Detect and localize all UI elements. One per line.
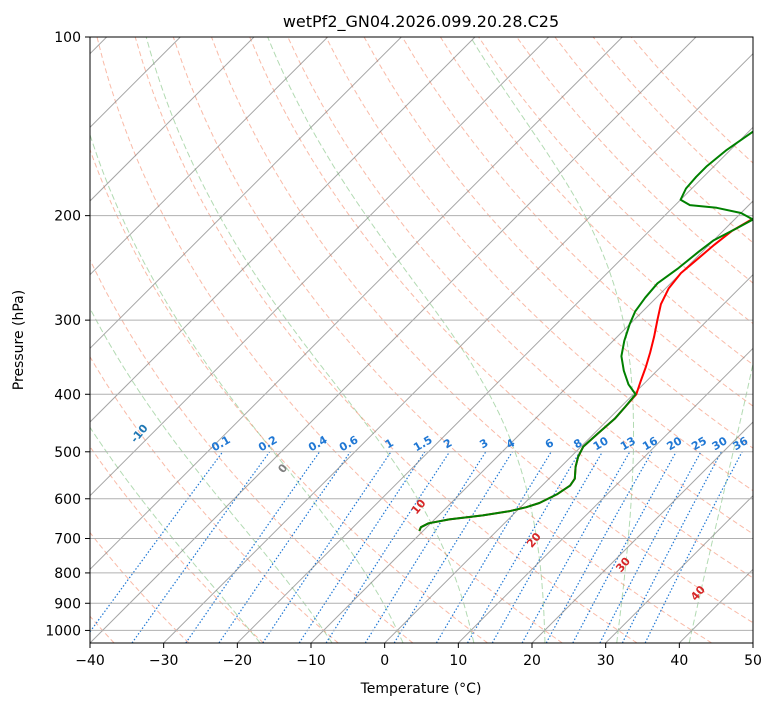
mixing-ratio-line — [131, 451, 271, 643]
mixing-ratio-line — [90, 451, 224, 633]
y-tick-label: 400 — [54, 387, 81, 403]
y-tick-label: 1000 — [45, 623, 81, 639]
x-axis: −40 −30 −20 −10 0 10 20 30 40 50 — [75, 643, 762, 669]
y-tick-label: 900 — [54, 596, 81, 612]
dry-adiabat-line — [172, 37, 712, 643]
x-tick-label: −30 — [149, 653, 179, 669]
dry-adiabat-line — [134, 37, 638, 643]
dry-adiabat-line — [325, 37, 753, 492]
y-axis: 1000 900 800 700 600 500 400 300 200 100 — [45, 30, 90, 639]
y-tick-label: 300 — [54, 313, 81, 329]
isotherm-line — [384, 273, 753, 643]
x-tick-label: 40 — [670, 653, 688, 669]
dry-adiabat-line — [90, 355, 339, 643]
isotherm-line — [90, 37, 255, 202]
mixing-ratio-line — [599, 451, 702, 643]
isotherm-line — [90, 37, 402, 350]
mixing-ratio-line — [325, 451, 451, 643]
moist-adiabat-line — [470, 37, 634, 643]
mixing-ratio-lines — [90, 451, 743, 643]
y-tick-label: 500 — [54, 445, 81, 461]
y-tick-label: 800 — [54, 566, 81, 582]
dry-adiabat-line — [401, 37, 753, 407]
isotherm-line — [531, 421, 753, 643]
moist-adiabat-line — [90, 133, 404, 643]
mixing-ratio-line — [393, 451, 513, 643]
x-axis-title: Temperature (°C) — [360, 681, 482, 697]
isotherm-line — [457, 347, 753, 643]
chart-title: wetPf2_GN04.2026.099.20.28.C25 — [283, 12, 559, 32]
isotherm-line — [90, 37, 697, 643]
mixing-ratio-line — [185, 451, 321, 643]
mixing-ratio-line — [218, 451, 351, 643]
mixing-ratio-line — [435, 451, 552, 643]
mixing-ratio-line — [262, 451, 392, 643]
dry-adiabat-line — [211, 37, 753, 624]
mixing-ratio-line — [521, 451, 631, 643]
x-tick-label: −20 — [223, 653, 253, 669]
mixing-ratio-line — [621, 451, 722, 643]
moist-adiabat-line — [267, 37, 546, 643]
x-tick-label: 30 — [597, 653, 615, 669]
y-tick-label: 700 — [54, 532, 81, 548]
dry-adiabat-line — [249, 37, 753, 579]
isotherm-line — [90, 37, 329, 276]
moist-adiabats — [90, 37, 753, 643]
isotherm-line — [605, 494, 753, 643]
dry-adiabat-line — [90, 148, 488, 643]
isotherm-line — [90, 37, 623, 571]
dry-adiabat-line — [96, 37, 563, 643]
x-tick-label: 20 — [523, 653, 541, 669]
mixing-ratio-line — [644, 451, 743, 643]
mixing-ratio-line — [545, 451, 653, 643]
moist-adiabat-line — [90, 426, 261, 643]
isotherm-line — [310, 200, 753, 643]
x-tick-label: 10 — [449, 653, 467, 669]
plot-frame — [89, 36, 754, 644]
profile-series — [418, 130, 753, 532]
x-tick-label: 50 — [744, 653, 762, 669]
y-axis-title: Pressure (hPa) — [11, 290, 27, 390]
y-tick-label: 200 — [54, 209, 81, 225]
dewpoint-profile-line — [418, 130, 753, 532]
mixing-ratio-line — [572, 451, 677, 643]
dry-adiabat-line — [516, 37, 753, 284]
dry-adiabat-line — [90, 445, 264, 643]
x-tick-label: −40 — [75, 653, 105, 669]
x-tick-label: 0 — [380, 653, 389, 669]
dry-adiabat-line — [439, 37, 753, 366]
isotherm-line — [90, 37, 476, 423]
isotherm-line — [90, 37, 550, 497]
mixing-ratio-line — [298, 451, 426, 643]
isotherm-line — [163, 52, 753, 643]
pressure-gridlines — [90, 215, 753, 631]
y-tick-label: 100 — [54, 30, 81, 46]
mixing-ratio-line — [364, 451, 487, 643]
y-tick-label: 600 — [54, 492, 81, 508]
dry-adiabat-line — [90, 531, 190, 643]
x-tick-label: −10 — [296, 653, 326, 669]
moist-adiabat-line — [145, 37, 475, 643]
